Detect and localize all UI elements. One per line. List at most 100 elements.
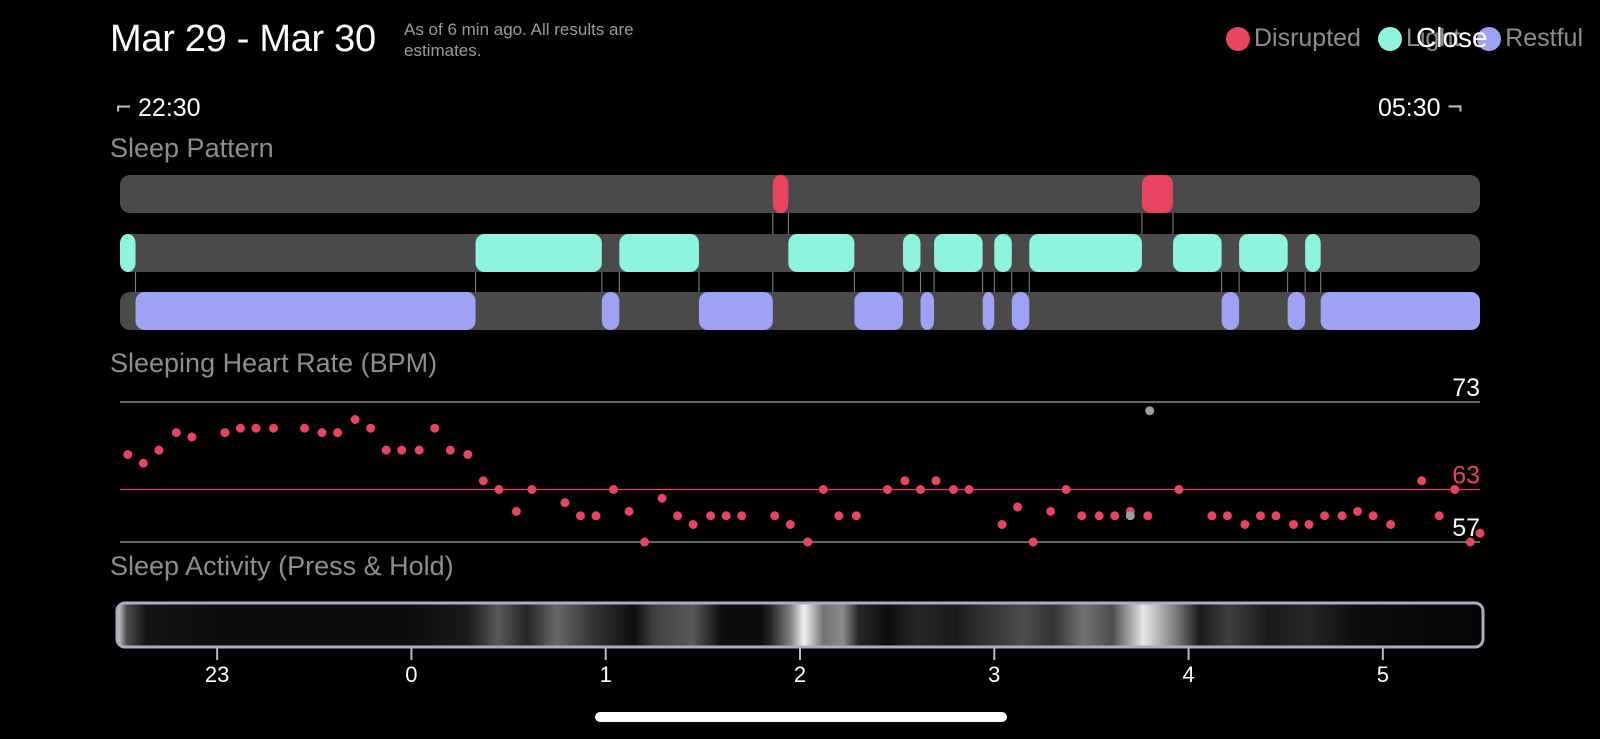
hr-point	[673, 511, 683, 521]
light-dot-icon	[1377, 26, 1402, 51]
hr-ref-label-avg: 63	[1452, 462, 1480, 490]
hr-point	[737, 511, 747, 521]
range-start-label: 22:30	[138, 94, 201, 122]
hr-point	[1061, 485, 1071, 494]
hr-point	[915, 485, 925, 494]
hr-point	[1046, 506, 1056, 516]
hr-point	[1417, 476, 1427, 486]
hr-point	[187, 432, 197, 442]
hr-point	[608, 485, 618, 494]
sleep-activity-heading: Sleep Activity (Press & Hold)	[110, 551, 454, 581]
activity-tick-label: 0	[405, 662, 417, 687]
sleep-segment-restful	[1011, 292, 1030, 330]
hr-point	[430, 423, 440, 433]
sleep-segment-light	[120, 234, 136, 272]
sleep-segment-disrupted	[772, 175, 789, 213]
bracket-right-icon: ¬	[1447, 93, 1463, 122]
hr-point	[591, 511, 601, 521]
hr-point	[721, 511, 731, 521]
activity-tick-label: 23	[205, 662, 229, 687]
hr-point	[123, 450, 133, 459]
sleep-segment-disrupted	[1141, 175, 1174, 213]
activity-tick-label: 4	[1182, 662, 1194, 687]
hr-point	[333, 428, 343, 438]
activity-strip	[115, 601, 1485, 649]
heart-rate-heading: Sleeping Heart Rate (BPM)	[110, 348, 438, 378]
hr-point	[445, 445, 455, 455]
hr-point	[1475, 528, 1485, 538]
hr-outlier-point	[1145, 406, 1155, 416]
hr-point	[575, 511, 585, 521]
hr-point	[931, 476, 941, 486]
hr-point	[770, 511, 780, 521]
hr-point	[1207, 511, 1217, 521]
hr-point	[706, 511, 716, 521]
activity-tick-label: 3	[988, 662, 1000, 687]
hr-point	[220, 428, 230, 438]
sleep-segment-light	[934, 234, 983, 272]
hr-point	[851, 511, 861, 521]
sleep-segment-restful	[854, 292, 903, 330]
hr-point	[317, 428, 327, 438]
sleep-segment-light	[994, 234, 1012, 272]
estimate-note: As of 6 min ago. All results are estimat…	[404, 20, 634, 60]
hr-point	[560, 498, 570, 508]
hr-point	[154, 445, 164, 455]
hr-point	[1271, 511, 1281, 521]
hr-point	[300, 423, 310, 433]
legend-light-label: Light	[1405, 24, 1461, 52]
sleep-segment-restful	[698, 292, 773, 330]
hr-point	[1240, 520, 1250, 529]
hr-point	[785, 520, 795, 529]
sleep-segment-restful	[1221, 292, 1240, 330]
hr-point	[624, 506, 634, 516]
close-button[interactable]: Close	[1416, 22, 1488, 53]
sleep-pattern-heading: Sleep Pattern	[110, 133, 274, 163]
hr-point	[688, 520, 698, 529]
sleep-segment-light	[1239, 234, 1288, 272]
legend-restful: Restful	[1477, 24, 1583, 53]
hr-point	[268, 423, 278, 433]
hr-point	[463, 450, 473, 459]
hr-point	[494, 485, 504, 494]
hr-point	[138, 458, 148, 468]
sleep-segment-restful	[1320, 292, 1480, 330]
hr-point	[1255, 511, 1265, 521]
hr-point	[251, 423, 261, 433]
activity-tick-label: 2	[794, 662, 806, 687]
hr-point	[1077, 511, 1087, 521]
legend-light: Light	[1377, 24, 1461, 53]
hr-point	[1337, 511, 1347, 521]
hr-point	[478, 476, 488, 486]
sleep-segment-restful	[920, 292, 935, 330]
hr-outlier-point	[1125, 511, 1135, 521]
sleep-segment-restful	[135, 292, 476, 330]
hr-point	[1013, 502, 1023, 512]
bracket-left-icon: ⌐	[116, 93, 132, 122]
hr-point	[1174, 485, 1184, 494]
hr-point	[1353, 506, 1363, 516]
hr-point	[350, 415, 360, 424]
hr-point	[527, 485, 537, 494]
range-start-time: ⌐ 22:30	[116, 93, 201, 123]
stage-legend: Disrupted Light Restful	[1225, 24, 1600, 53]
sleep-segment-light	[1029, 234, 1142, 272]
hr-point	[1028, 537, 1038, 547]
hr-point	[235, 423, 245, 433]
sleep-segment-light	[902, 234, 921, 272]
hr-point	[964, 485, 974, 494]
sleep-segment-light	[788, 234, 855, 272]
hr-point	[381, 445, 391, 455]
sleep-segment-light	[1173, 234, 1222, 272]
hr-point	[1222, 511, 1232, 521]
hr-ref-label-max: 73	[1452, 374, 1480, 402]
legend-disrupted-label: Disrupted	[1253, 24, 1361, 52]
hr-point	[948, 485, 958, 494]
sleep-track-disrupted	[120, 175, 1480, 213]
range-end-time: 05:30 ¬	[1378, 93, 1463, 123]
activity-tick-label: 1	[600, 662, 612, 687]
home-indicator[interactable]	[595, 712, 1007, 722]
hr-point	[1368, 511, 1378, 521]
legend-disrupted: Disrupted	[1225, 24, 1361, 53]
